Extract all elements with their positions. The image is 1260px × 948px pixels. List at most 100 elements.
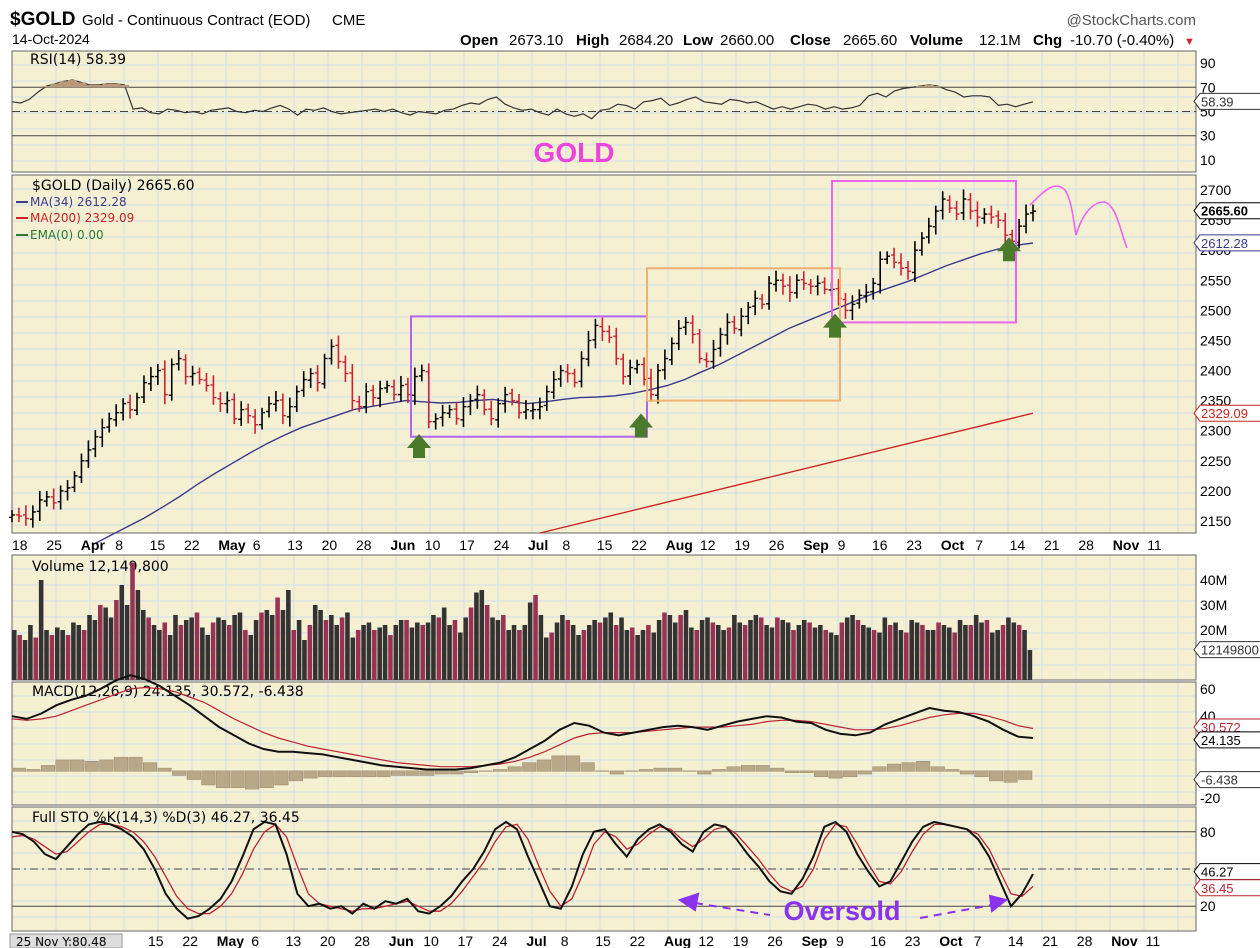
volume-bar bbox=[581, 630, 587, 680]
volume-bar bbox=[882, 617, 888, 680]
volume-bar bbox=[280, 610, 286, 680]
volume-bar bbox=[737, 622, 743, 680]
x-tick-label: 13 bbox=[287, 537, 303, 553]
volume-bar bbox=[866, 627, 871, 680]
volume-bar bbox=[17, 635, 22, 680]
volume-bar bbox=[291, 630, 297, 680]
macd-histogram-bar bbox=[40, 765, 56, 772]
green-up-arrow-icon bbox=[823, 313, 847, 338]
macd-histogram-bar bbox=[26, 769, 41, 772]
macd-histogram-bar bbox=[449, 770, 464, 775]
volume-bar bbox=[366, 622, 372, 680]
volume-bar bbox=[398, 620, 404, 680]
macd-histogram-bar bbox=[959, 770, 974, 775]
volume-bar bbox=[135, 590, 141, 680]
x-tick-label: 12 bbox=[700, 537, 716, 553]
volume-bar bbox=[662, 612, 667, 680]
volume-bar bbox=[1006, 617, 1011, 680]
macd-histogram-bar bbox=[1018, 770, 1033, 780]
macd-histogram-bar bbox=[347, 770, 362, 778]
volume-bar bbox=[947, 627, 952, 680]
volume-bar bbox=[339, 617, 345, 680]
volume-bar bbox=[995, 630, 1000, 680]
rsi-last-value: 58.39 bbox=[1201, 94, 1234, 109]
x-axis: 18 25 Apr 8 15 22 May 6 13 20 28 Jun 10 17 24 Jul 8 15 22 A… bbox=[12, 537, 1162, 553]
rsi-last-value-flag bbox=[1193, 92, 1260, 110]
volume-bar bbox=[447, 625, 452, 680]
volume-bar bbox=[28, 625, 33, 680]
volume-bar bbox=[780, 620, 786, 680]
volume-bar bbox=[834, 635, 839, 680]
volume-bar bbox=[914, 622, 920, 680]
volume-bar bbox=[49, 635, 55, 680]
volume-bar bbox=[538, 615, 544, 680]
volume-bar bbox=[506, 630, 511, 680]
price-y-tick: 2700 bbox=[1200, 182, 1231, 198]
ma34-line bbox=[91, 242, 1034, 546]
volume-label: Volume bbox=[910, 32, 963, 49]
macd-histogram-bar bbox=[318, 770, 333, 778]
volume-bar bbox=[65, 635, 71, 680]
x-tick-label-bottom: 11 bbox=[1146, 933, 1161, 948]
volume-bar bbox=[699, 620, 705, 680]
volume-bar bbox=[554, 622, 560, 680]
volume-title: Volume 12,149,800 bbox=[32, 559, 169, 575]
macd-histogram-bar bbox=[405, 770, 420, 776]
rsi-line bbox=[11, 79, 1034, 120]
macd-histogram-bar bbox=[186, 770, 201, 780]
price-panel-bg bbox=[12, 175, 1196, 533]
volume-bar bbox=[667, 615, 673, 680]
price-title: $GOLD (Daily) 2665.60 bbox=[32, 178, 195, 194]
volume-bar bbox=[758, 617, 764, 680]
ma200-line bbox=[539, 412, 1034, 534]
volume-bar bbox=[893, 622, 898, 680]
volume-bar bbox=[200, 627, 205, 680]
volume-bar bbox=[318, 610, 323, 680]
volume-bar bbox=[248, 635, 254, 680]
volume-bar bbox=[97, 605, 103, 680]
volume-bar bbox=[108, 617, 114, 680]
volume-bar bbox=[861, 625, 866, 680]
x-tick-label: 10 bbox=[425, 537, 441, 553]
volume-bar bbox=[963, 625, 968, 680]
macd-histogram-bar bbox=[493, 769, 508, 772]
macd-series bbox=[11, 674, 1034, 790]
x-tick-label-bottom: 13 bbox=[286, 933, 302, 948]
macd-line bbox=[11, 674, 1034, 771]
sto-y-tick: 20 bbox=[1200, 898, 1216, 914]
macd-histogram-bar bbox=[726, 766, 741, 772]
x-tick-label-bottom: Jun bbox=[389, 933, 414, 948]
sto-k-line bbox=[11, 820, 1034, 920]
green-up-arrow-icon bbox=[407, 433, 431, 458]
macd-histogram-bar bbox=[463, 770, 478, 773]
volume-bar bbox=[968, 625, 974, 680]
macd-histogram-bar bbox=[288, 770, 303, 782]
price-y-tick: 2350 bbox=[1200, 393, 1231, 409]
macd-histogram-bar bbox=[872, 766, 887, 772]
macd-histogram-bar bbox=[1003, 770, 1018, 783]
x-tick-label: Sep bbox=[803, 537, 829, 553]
volume-bar bbox=[1027, 650, 1033, 680]
price-y-tick: 2300 bbox=[1200, 423, 1231, 439]
volume-bar bbox=[527, 602, 533, 680]
volume-bar bbox=[807, 622, 812, 680]
volume-y-tick: 30M bbox=[1200, 597, 1227, 613]
volume-bar bbox=[796, 625, 802, 680]
macd-signal-last-value: 30.572 bbox=[1201, 720, 1241, 735]
macd-histogram-bar bbox=[813, 770, 829, 778]
x-tick-label: 20 bbox=[322, 537, 338, 553]
volume-bar bbox=[850, 615, 855, 680]
macd-last-value: 24.135 bbox=[1201, 733, 1241, 748]
chg-down-icon: ▼ bbox=[1184, 36, 1195, 48]
volume-bar bbox=[431, 615, 436, 680]
volume-bar bbox=[33, 637, 39, 680]
volume-bar bbox=[490, 617, 495, 680]
volume-bar bbox=[823, 630, 828, 680]
macd-histogram-bar bbox=[361, 770, 376, 778]
volume-bar bbox=[635, 635, 640, 680]
volume-bar bbox=[624, 630, 630, 680]
x-tick-label: May bbox=[218, 537, 245, 553]
volume-bar bbox=[715, 625, 721, 680]
x-tick-label: 22 bbox=[631, 537, 647, 553]
volume-bar bbox=[952, 632, 957, 680]
